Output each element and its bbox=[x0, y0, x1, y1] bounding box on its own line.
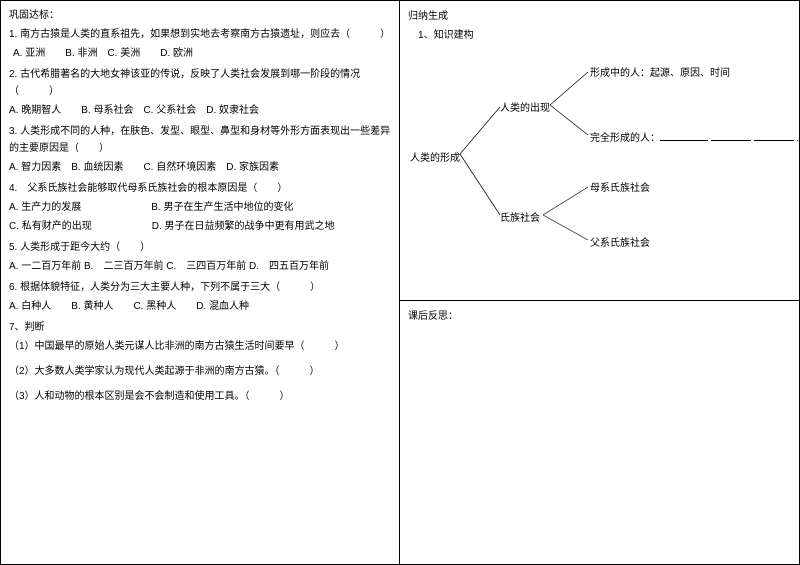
q5-opts: A. 一二百万年前 B. 二三百万年前 C. 三四百万年前 D. 四五百万年前 bbox=[9, 258, 391, 275]
left-title: 巩固达标： bbox=[9, 7, 391, 24]
node-leaf4: 父系氏族社会 bbox=[590, 234, 650, 249]
node-leaf2: 完全形成的人： . bbox=[590, 129, 799, 144]
q7-header: 7、判断 bbox=[9, 319, 391, 336]
q1: 1. 南方古猿是人类的直系祖先，如果想到实地去考察南方古猿遗址，则应去（ ） bbox=[9, 26, 391, 43]
reflection-title: 课后反思： bbox=[408, 307, 791, 322]
q7b: （2）大多数人类学家认为现代人类起源于非洲的南方古猿。（ ） bbox=[9, 363, 391, 380]
leaf2-prefix: 完全形成的人： bbox=[590, 133, 660, 144]
q6-opts: A. 白种人 B. 黄种人 C. 黑种人 D. 混血人种 bbox=[9, 298, 391, 315]
blank2 bbox=[711, 131, 751, 141]
blank1 bbox=[660, 131, 708, 141]
q4: 4. 父系氏族社会能够取代母系氏族社会的根本原因是（ ） bbox=[9, 180, 391, 197]
node-root: 人类的形成 bbox=[410, 149, 460, 164]
q2-opts: A. 晚期智人 B. 母系社会 C. 父系社会 D. 奴隶社会 bbox=[9, 102, 391, 119]
q3: 3. 人类形成不同的人种，在肤色、发型、眼型、鼻型和身材等外形方面表现出一些差异… bbox=[9, 123, 391, 157]
q7c: （3）人和动物的根本区别是会不会制造和使用工具。（ ） bbox=[9, 388, 391, 405]
node-n1: 人类的出现 bbox=[500, 99, 550, 114]
q4-optC: C. 私有财产的出现 D. 男子在日益频繁的战争中更有用武之地 bbox=[9, 218, 391, 235]
section-title: 归纳生成 bbox=[408, 7, 791, 22]
q1-opts: A. 亚洲 B. 非洲 C. 美洲 D. 欧洲 bbox=[9, 45, 391, 62]
node-n2: 氏族社会 bbox=[500, 209, 540, 224]
blank3 bbox=[754, 131, 794, 141]
q4-optA: A. 生产力的发展 B. 男子在生产生活中地位的变化 bbox=[9, 199, 391, 216]
node-leaf1: 形成中的人：起源、原因、时间 bbox=[590, 64, 730, 79]
q2: 2. 古代希腊著名的大地女神该亚的传说，反映了人类社会发展到哪一阶段的情况（ ） bbox=[9, 66, 391, 100]
q3-opts: A. 智力因素 B. 血统因素 C. 自然环境因素 D. 家族因素 bbox=[9, 159, 391, 176]
q5: 5. 人类形成于距今大约（ ） bbox=[9, 239, 391, 256]
concept-diagram: 人类的形成 人类的出现 氏族社会 形成中的人：起源、原因、时间 完全形成的人： … bbox=[410, 39, 790, 289]
node-leaf3: 母系氏族社会 bbox=[590, 179, 650, 194]
q6: 6. 根据体貌特征，人类分为三大主要人种，下列不属于三大（ ） bbox=[9, 279, 391, 296]
q7a: （1）中国最早的原始人类元谋人比非洲的南方古猿生活时间要早（ ） bbox=[9, 338, 391, 355]
